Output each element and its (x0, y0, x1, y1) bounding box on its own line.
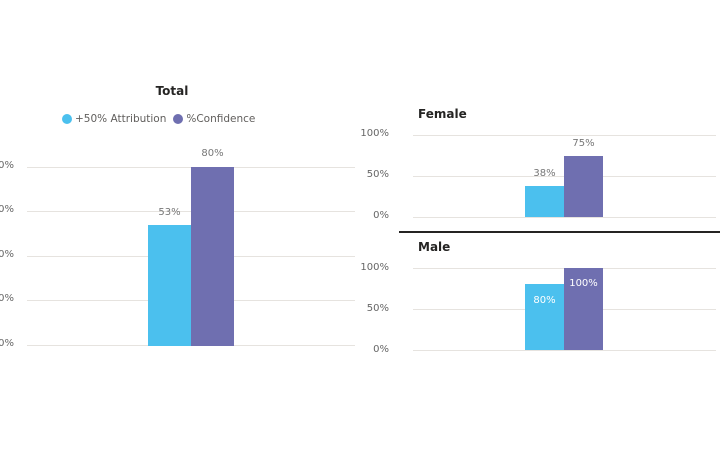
data-label: 38% (533, 168, 556, 179)
y-tick: 100% (360, 128, 389, 139)
male-chart-title: Male (418, 240, 451, 254)
legend-label-attribution: +50% Attribution (75, 113, 167, 125)
data-label: 80% (533, 295, 556, 306)
legend-item-confidence[interactable]: %Confidence (173, 113, 255, 125)
bar-female-confidence[interactable] (564, 156, 603, 217)
data-label: 53% (158, 207, 181, 218)
y-tick: 0% (0, 204, 14, 215)
y-tick: 100% (360, 262, 389, 273)
bar-female-attribution[interactable] (525, 186, 564, 217)
y-tick: 0% (0, 293, 14, 304)
y-tick: 0% (373, 344, 389, 355)
legend-dot-confidence-icon (173, 114, 184, 124)
legend-label-confidence: %Confidence (186, 113, 256, 125)
legend-dot-attribution-icon (62, 114, 72, 124)
y-tick: 50% (366, 303, 389, 314)
y-tick: 0% (0, 338, 14, 349)
bar-total-attribution[interactable] (148, 225, 191, 346)
bar-male-attribution[interactable] (525, 284, 564, 350)
data-label: 75% (572, 138, 595, 149)
data-label: 100% (569, 278, 598, 289)
bar-total-confidence[interactable] (191, 167, 234, 346)
divider (399, 231, 720, 233)
total-chart-title: Total (155, 84, 189, 98)
total-legend: +50% Attribution %Confidence (62, 113, 255, 125)
y-tick: 0% (0, 160, 14, 171)
y-tick: 0% (0, 249, 14, 260)
gridline (413, 217, 716, 218)
gridline (413, 350, 716, 351)
legend-item-attribution[interactable]: +50% Attribution (62, 113, 166, 125)
y-tick: 50% (366, 169, 389, 180)
y-tick: 0% (373, 210, 389, 221)
gridline (413, 135, 716, 136)
bar-male-confidence[interactable] (564, 268, 603, 350)
data-label: 80% (201, 148, 224, 159)
female-chart-title: Female (418, 107, 467, 121)
